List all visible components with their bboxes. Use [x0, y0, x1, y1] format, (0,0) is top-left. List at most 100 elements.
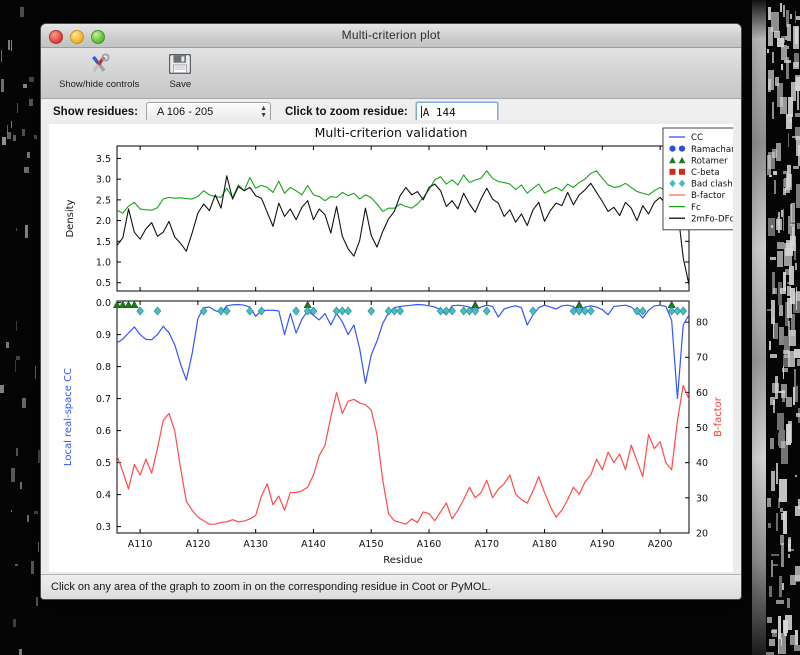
marker-rotamer[interactable]: [112, 300, 122, 308]
marker-badclash[interactable]: [679, 306, 688, 316]
show-hide-controls-button[interactable]: Show/hide controls: [55, 51, 143, 90]
save-button[interactable]: Save: [159, 51, 201, 90]
close-button[interactable]: [49, 30, 63, 44]
desktop-fleck: [773, 399, 775, 414]
marker-badclash[interactable]: [638, 306, 647, 316]
marker-badclash[interactable]: [586, 306, 595, 316]
desktop-fleck: [768, 151, 776, 170]
desktop-fleck: [787, 97, 793, 118]
desktop-fleck: [787, 351, 795, 368]
marker-badclash[interactable]: [569, 306, 578, 316]
marker-badclash[interactable]: [338, 306, 347, 316]
residue-range-select[interactable]: A 106 - 205 ▲ ▼: [146, 102, 271, 122]
svg-text:2.0: 2.0: [96, 216, 111, 227]
marker-badclash[interactable]: [153, 306, 162, 316]
desktop-fleck: [22, 83, 28, 88]
desktop-fleck: [797, 144, 800, 167]
svg-text:A140: A140: [301, 539, 326, 550]
marker-badclash[interactable]: [199, 306, 208, 316]
marker-badclash[interactable]: [344, 306, 352, 316]
marker-badclash[interactable]: [471, 306, 480, 316]
marker-badclash[interactable]: [246, 306, 254, 316]
window-titlebar[interactable]: Multi-criterion plot: [41, 24, 741, 48]
zoom-residue-input[interactable]: A 144: [415, 102, 498, 122]
marker-badclash[interactable]: [217, 306, 225, 316]
svg-text:A170: A170: [474, 539, 499, 550]
marker-badclash[interactable]: [436, 306, 445, 316]
marker-rotamer[interactable]: [130, 300, 139, 308]
tools-icon: [84, 51, 114, 77]
marker-badclash[interactable]: [136, 306, 144, 316]
desktop-fleck: [768, 523, 771, 528]
desktop-fleck: [786, 432, 790, 439]
marker-badclash[interactable]: [332, 306, 341, 316]
marker-badclash[interactable]: [465, 306, 474, 316]
legend-label: Fc: [691, 203, 701, 213]
desktop-fleck: [780, 63, 783, 71]
desktop-fleck: [1, 136, 7, 146]
zoom-button[interactable]: [91, 30, 105, 44]
marker-badclash[interactable]: [459, 306, 468, 316]
plot-area[interactable]: Multi-criterion validation 0.5 1.0 1.5 2.0 2…: [41, 120, 741, 575]
marker-badclash[interactable]: [367, 306, 376, 316]
marker-badclash[interactable]: [448, 306, 456, 316]
desktop-fleck: [1, 78, 5, 92]
desktop-fleck: [776, 82, 783, 107]
desktop-fleck: [770, 553, 779, 557]
desktop-fleck: [795, 291, 800, 302]
desktop-fleck: [770, 224, 773, 229]
desktop-fleck: [795, 126, 800, 141]
desktop-fleck: [786, 396, 793, 407]
desktop-fleck: [11, 510, 13, 513]
marker-badclash[interactable]: [442, 306, 451, 316]
marker-badclash[interactable]: [222, 306, 231, 316]
marker-badclash[interactable]: [390, 306, 399, 316]
desktop-fleck: [782, 366, 785, 380]
marker-badclash[interactable]: [667, 306, 676, 316]
multi-criterion-chart[interactable]: Multi-criterion validation 0.5 1.0 1.5 2.0 2…: [49, 124, 733, 572]
svg-text:A160: A160: [417, 539, 442, 550]
marker-badclash[interactable]: [292, 306, 300, 316]
svg-text:A180: A180: [532, 539, 557, 550]
desktop-fleck: [794, 506, 800, 516]
desktop-fleck: [11, 121, 13, 128]
desktop-fleck: [790, 202, 795, 223]
desktop-fleck: [778, 305, 783, 317]
desktop-fleck: [775, 463, 778, 485]
marker-badclash[interactable]: [482, 306, 491, 316]
desktop-fleck: [777, 242, 784, 249]
desktop-fleck: [781, 209, 784, 218]
desktop-fleck: [787, 132, 790, 148]
marker-badclash[interactable]: [384, 306, 393, 316]
marker-badclash[interactable]: [396, 306, 404, 316]
desktop-fleck: [783, 5, 785, 17]
marker-badclash[interactable]: [529, 306, 537, 316]
desktop-fleck: [774, 180, 777, 194]
desktop-fleck: [795, 10, 797, 24]
marker-badclash[interactable]: [303, 306, 312, 316]
marker-badclash[interactable]: [575, 306, 584, 316]
minimize-button[interactable]: [70, 30, 84, 44]
desktop-fleck: [789, 203, 793, 226]
desktop-fleck: [786, 285, 792, 296]
desktop-fleck: [37, 450, 40, 464]
desktop-fleck: [784, 247, 793, 257]
outlier-markers[interactable]: [112, 300, 688, 316]
marker-rotamer[interactable]: [118, 300, 127, 308]
desktop-fleck: [792, 81, 797, 101]
marker-rotamer[interactable]: [124, 300, 133, 308]
desktop-fleck: [793, 385, 798, 402]
marker-badclash[interactable]: [673, 306, 682, 316]
desktop-fleck: [797, 407, 800, 424]
desktop-fleck: [772, 629, 777, 638]
marker-badclash[interactable]: [581, 306, 589, 316]
marker-badclash[interactable]: [309, 306, 318, 316]
desktop-fleck: [780, 384, 787, 399]
desktop-fleck: [795, 113, 800, 118]
desktop-fleck: [782, 349, 790, 355]
desktop-fleck: [794, 644, 800, 651]
marker-badclash[interactable]: [257, 306, 266, 316]
legend-label: 2mFo-DFc: [691, 214, 733, 224]
desktop-fleck: [772, 322, 779, 340]
marker-badclash[interactable]: [633, 306, 641, 316]
